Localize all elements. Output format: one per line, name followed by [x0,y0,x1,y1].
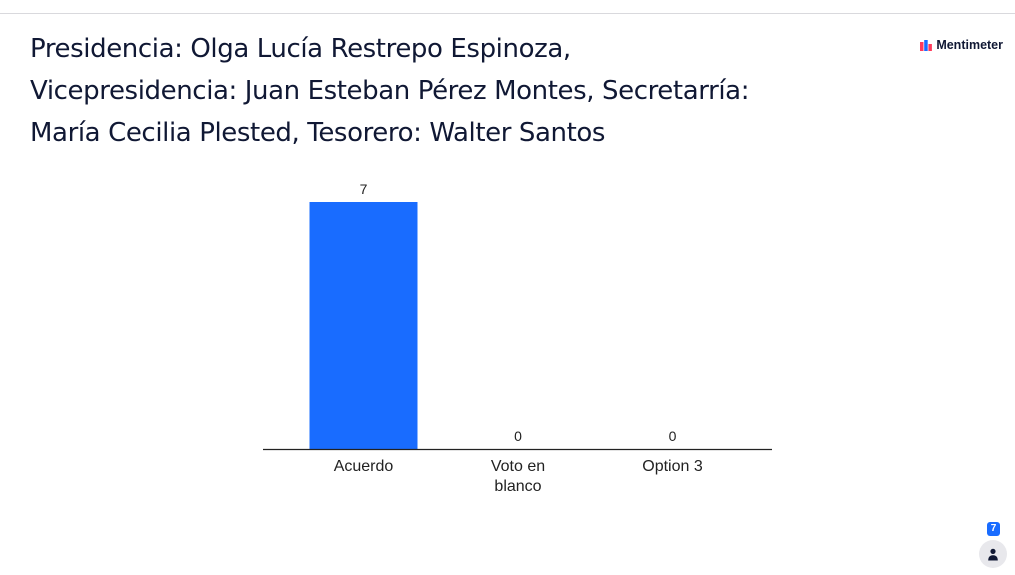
category-label: Voto en [491,458,545,475]
category-label: Option 3 [642,458,703,475]
bar-0 [309,202,418,449]
person-icon [988,548,998,560]
value-label: 0 [669,428,677,444]
label-group: 7 Acuerdo 0 Voto en blanco 0 Option 3 [334,181,703,495]
value-label: 7 [360,181,368,197]
mentimeter-brand: Mentimeter [920,38,1003,52]
brand-name: Mentimeter [936,38,1003,52]
bar-group [309,202,418,449]
participants-button[interactable] [979,540,1007,568]
value-label: 0 [514,428,522,444]
mentimeter-logo-icon [920,39,933,51]
question-title-line: Vicepresidencia: Juan Esteban Pérez Mont… [30,76,750,106]
category-label: Acuerdo [334,458,394,475]
participants-widget[interactable]: 7 [979,522,1009,570]
question-title-line: Presidencia: Olga Lucía Restrepo Espinoz… [30,34,571,64]
question-title-line: María Cecilia Plested, Tesorero: Walter … [30,118,606,148]
category-label: blanco [494,478,541,495]
participant-count-badge: 7 [987,522,1000,536]
question-title: Presidencia: Olga Lucía Restrepo Espinoz… [30,28,930,154]
top-divider [0,13,1015,14]
